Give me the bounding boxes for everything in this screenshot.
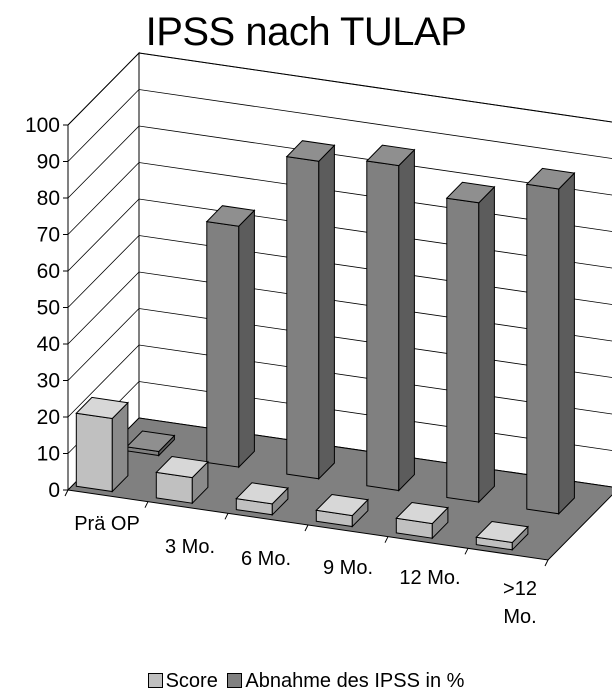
x-tick <box>304 524 309 532</box>
x-tick-label: 6 Mo. <box>241 548 291 570</box>
bar-abnahme-5-front <box>526 183 560 515</box>
x-tick-label: 12 Mo. <box>399 567 460 589</box>
legend-item-score: Score <box>147 670 218 693</box>
bar-abnahme-4-side <box>478 185 495 504</box>
x-tick-label: Mo. <box>503 606 536 628</box>
bar-abnahme-1-front <box>206 221 240 468</box>
y-tick-label: 50 <box>37 297 60 320</box>
legend-label-abnahme: Abnahme des IPSS in % <box>245 670 465 692</box>
legend: Score Abnahme des IPSS in % <box>0 670 612 693</box>
y-tick-label: 60 <box>37 260 60 283</box>
y-tick-label: 20 <box>37 406 60 429</box>
x-tick <box>544 559 549 567</box>
bar-abnahme-4-top <box>445 181 496 204</box>
x-tick <box>144 501 149 508</box>
legend-label-score: Score <box>165 670 218 692</box>
bar-abnahme-0-top <box>125 430 176 453</box>
y-tick-label: 80 <box>37 187 60 210</box>
bar-abnahme-5-side <box>558 171 575 516</box>
x-tick <box>464 548 469 555</box>
bar-abnahme-4-front <box>446 197 480 503</box>
x-tick-label: >12 <box>503 578 537 600</box>
legend-item-abnahme: Abnahme des IPSS in % <box>227 670 464 693</box>
legend-swatch-score <box>147 673 163 688</box>
bar-abnahme-2-front <box>286 156 320 480</box>
gridline <box>67 125 612 199</box>
x-tick <box>224 513 229 520</box>
legend-swatch-abnahme <box>227 673 243 688</box>
bar-abnahme-5-top <box>525 167 576 190</box>
y-tick-label: 30 <box>37 370 60 393</box>
bar-abnahme-1-side <box>238 209 255 469</box>
bar-abnahme-3-side <box>398 148 415 492</box>
x-tick-label: 9 Mo. <box>323 557 373 579</box>
gridline <box>67 89 612 162</box>
x-tick-label: 3 Mo. <box>165 536 215 558</box>
bar-abnahme-1-top <box>205 205 256 227</box>
y-tick-label: 10 <box>37 443 60 466</box>
x-tick <box>384 536 389 543</box>
y-tick-label: 100 <box>25 114 60 137</box>
bar-score-0-top <box>75 396 129 420</box>
bar-abnahme-3-top <box>365 144 416 167</box>
bar-score-5-top <box>475 520 529 544</box>
bar-abnahme-2-side <box>318 144 335 481</box>
y-tick-label: 0 <box>48 479 60 502</box>
bar-score-3-top <box>315 493 369 517</box>
bar-score-2-top <box>235 482 289 505</box>
bar-score-4-top <box>395 501 449 525</box>
gridline <box>67 52 612 126</box>
bar-score-0-front <box>75 412 113 493</box>
bar-abnahme-3-front <box>366 160 400 492</box>
y-tick-label: 90 <box>37 151 60 174</box>
x-tick <box>64 489 69 497</box>
y-tick-label: 70 <box>37 224 60 247</box>
chart-title: IPSS nach TULAP <box>145 10 467 54</box>
x-tick-label: Prä OP <box>74 513 140 535</box>
bar-score-1-top <box>155 455 209 479</box>
y-tick-label: 40 <box>37 333 60 356</box>
bar-abnahme-2-top <box>285 140 336 162</box>
